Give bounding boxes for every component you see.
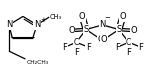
Text: O: O [120, 12, 126, 21]
Text: O: O [79, 12, 85, 21]
Text: O: O [68, 26, 75, 35]
Text: F: F [86, 43, 91, 52]
Text: O: O [101, 35, 107, 44]
Text: F: F [74, 48, 79, 57]
Text: F: F [139, 43, 144, 52]
Text: S: S [116, 25, 122, 34]
Text: F: F [126, 48, 131, 57]
Text: N: N [34, 20, 40, 29]
Text: O: O [130, 26, 137, 35]
Text: C: C [126, 38, 131, 47]
Text: F: F [62, 43, 67, 52]
Text: CH₃: CH₃ [50, 14, 62, 20]
Text: N: N [6, 20, 12, 29]
Text: S: S [83, 25, 89, 34]
Text: CH₂CH₃: CH₂CH₃ [27, 60, 49, 65]
Text: N: N [99, 20, 106, 29]
Text: −: − [104, 15, 110, 21]
Text: C: C [74, 38, 79, 47]
Text: F: F [115, 43, 120, 52]
Text: +: + [41, 17, 46, 23]
Text: O: O [98, 35, 104, 44]
